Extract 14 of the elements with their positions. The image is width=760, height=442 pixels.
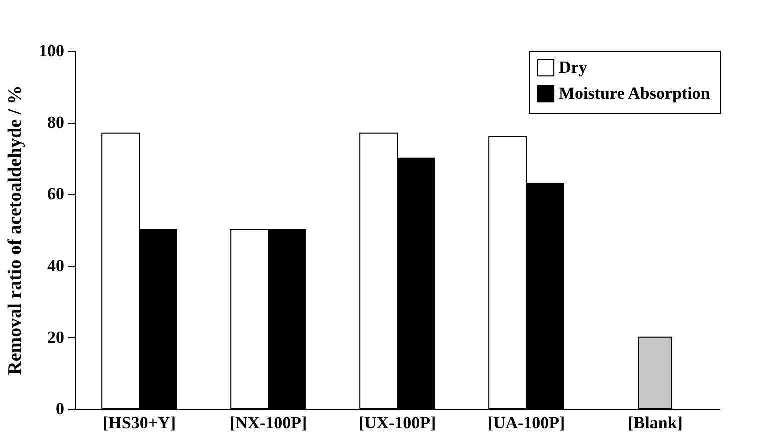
y-tick-label: 0 <box>56 400 64 418</box>
x-tick-label: [HS30+Y] <box>103 414 176 432</box>
x-tick-label: [NX-100P] <box>230 414 308 432</box>
y-tick-label: 100 <box>39 42 64 60</box>
legend-label: Moisture Absorption <box>559 84 711 103</box>
x-tick-label: [UX-100P] <box>358 414 436 432</box>
y-axis-title: Removal ratio of acetoaldehyde / % <box>5 86 26 376</box>
y-tick-label: 60 <box>48 184 64 204</box>
x-tick-label: [UA-100P] <box>488 414 566 432</box>
y-tick-label: 80 <box>48 113 64 132</box>
legend-label: Dry <box>559 58 588 77</box>
y-tick-label: 20 <box>48 328 64 347</box>
x-tick-label: [Blank] <box>628 414 683 432</box>
y-tick-label: 40 <box>48 256 64 276</box>
